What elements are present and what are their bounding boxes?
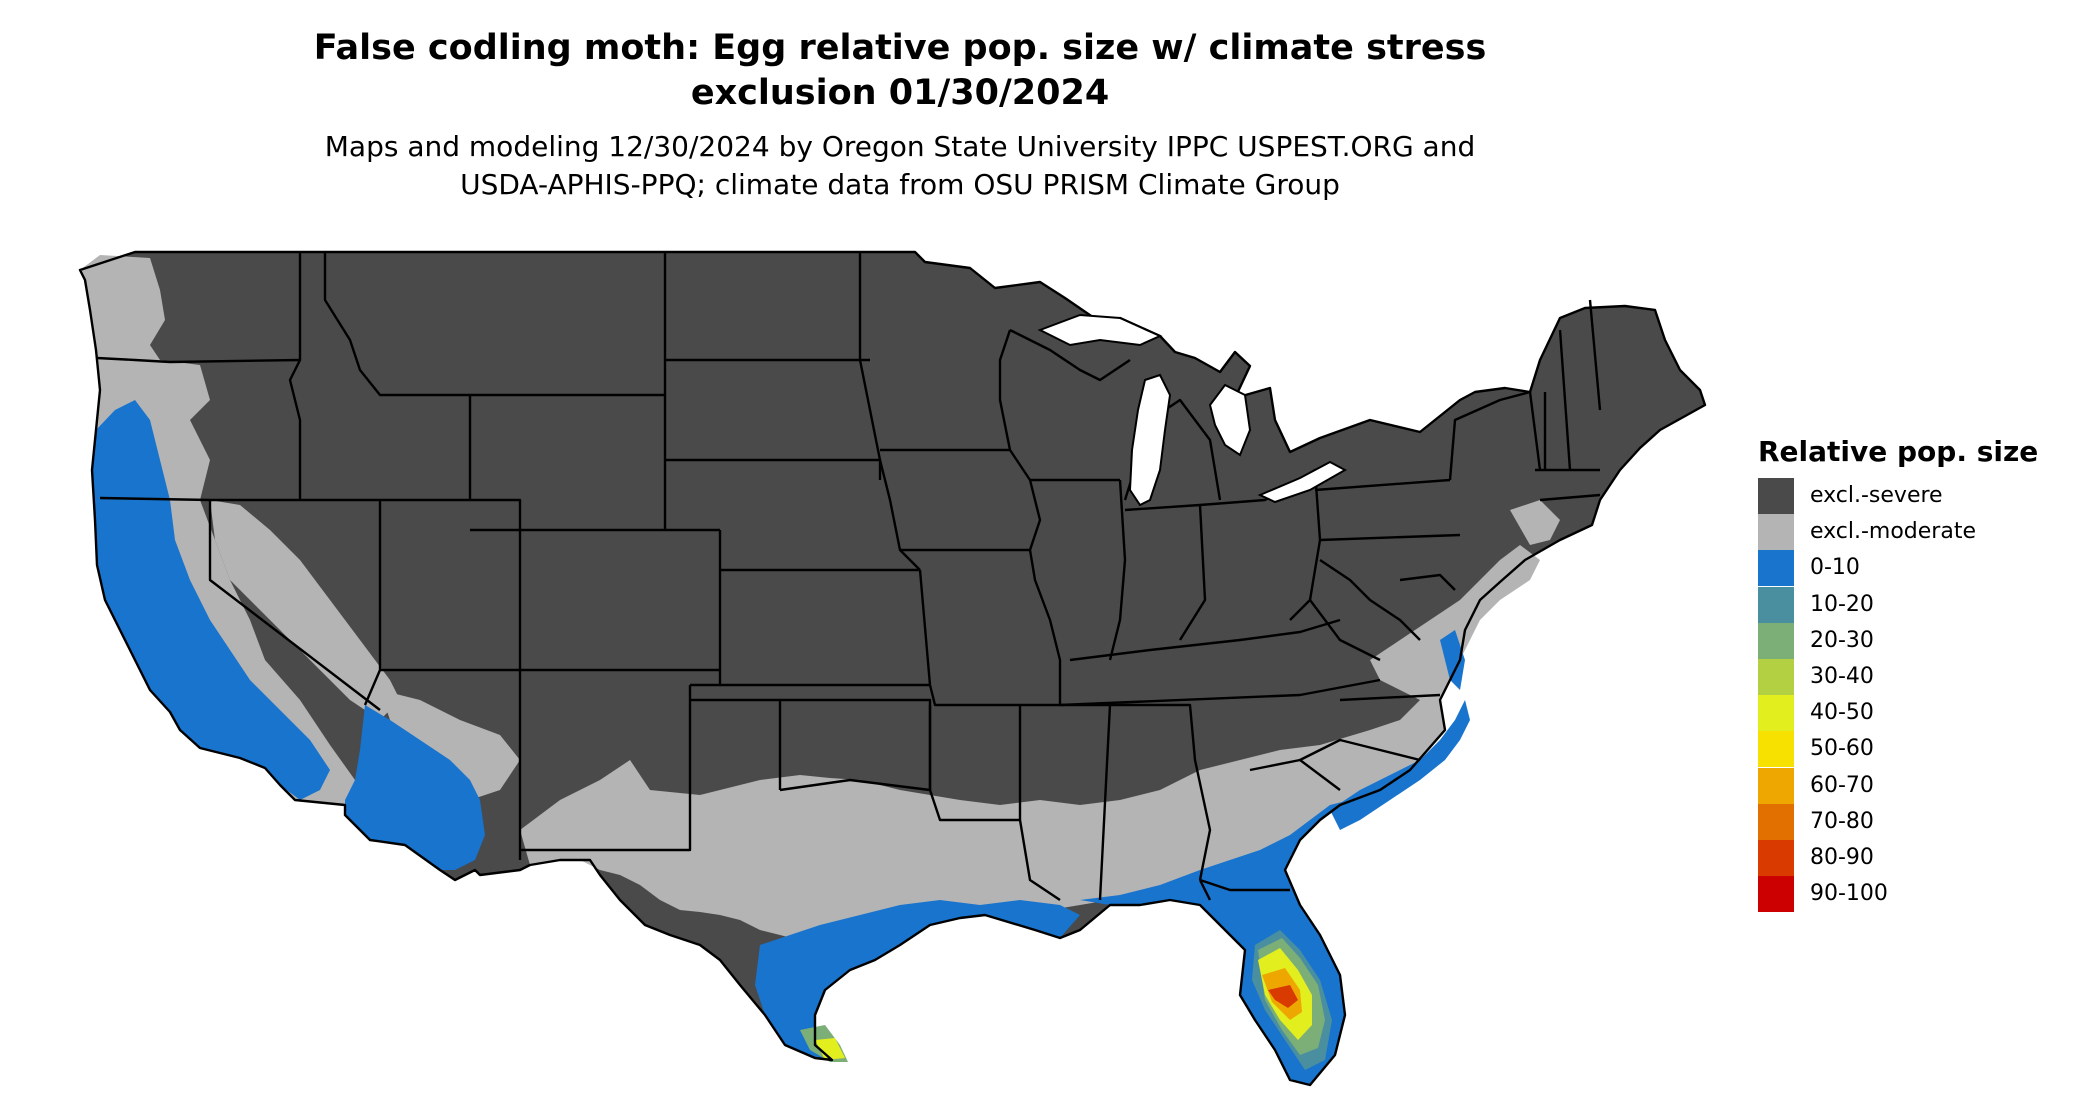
legend-swatch — [1758, 803, 1794, 840]
legend-swatch — [1758, 586, 1794, 623]
legend-label: 20-30 — [1810, 627, 1874, 653]
legend-label: 0-10 — [1810, 555, 1860, 581]
lake-erie-edge — [1257, 460, 1348, 504]
lake-huron-edge — [1208, 383, 1252, 457]
legend-item: 30-40 — [1758, 658, 2078, 695]
legend-title: Relative pop. size — [1758, 435, 2039, 468]
legend-label: excl.-severe — [1810, 483, 1943, 508]
legend-swatch — [1758, 478, 1794, 514]
legend-items: excl.-severe excl.-moderate 0-10 10-20 20-30… — [1758, 478, 2078, 913]
legend-label: 30-40 — [1810, 663, 1874, 689]
legend-item: excl.-moderate — [1758, 514, 2078, 551]
legend-item: 70-80 — [1758, 803, 2078, 840]
lake-superior-edge — [1037, 313, 1163, 347]
title-line-1: False codling moth: Egg relative pop. si… — [313, 28, 1487, 68]
zone-low-atlantic — [1330, 700, 1470, 830]
legend-swatch — [1758, 839, 1794, 876]
legend-item: 80-90 — [1758, 839, 2078, 876]
legend-swatch — [1758, 658, 1794, 695]
legend-label: 40-50 — [1810, 700, 1874, 726]
zone-florida-80-90 — [1268, 985, 1298, 1008]
zone-moderate-great-basin — [210, 500, 400, 720]
zone-moderate-southwest — [380, 690, 520, 800]
legend-label: 60-70 — [1810, 772, 1874, 798]
legend-item: 90-100 — [1758, 876, 2078, 913]
map-title: False codling moth: Egg relative pop. si… — [0, 26, 1800, 116]
lake-michigan — [1128, 373, 1172, 507]
legend-item: 50-60 — [1758, 731, 2078, 768]
legend-label: 90-100 — [1810, 881, 1888, 907]
legend-label: 10-20 — [1810, 591, 1874, 617]
map-subtitle: Maps and modeling 12/30/2024 by Oregon S… — [0, 128, 1800, 204]
legend-label: 80-90 — [1810, 844, 1874, 870]
title-line-2: exclusion 01/30/2024 — [690, 73, 1110, 113]
legend-item: 10-20 — [1758, 586, 2078, 623]
zone-low-arizona — [345, 705, 485, 870]
state-borders — [78, 250, 1707, 1087]
zone-texas-tip-40-50 — [815, 1038, 845, 1060]
zone-moderate-new-mexico — [520, 700, 1445, 955]
legend-swatch — [1758, 622, 1794, 659]
us-landmass-severe — [80, 252, 1705, 1085]
legend-swatch — [1758, 695, 1794, 732]
legend-swatch — [1758, 767, 1794, 804]
legend-item: 0-10 — [1758, 550, 2078, 587]
legend-label: 70-80 — [1810, 808, 1874, 834]
subtitle-line-2: USDA-APHIS-PPQ; climate data from OSU PR… — [460, 168, 1340, 201]
zone-low-chesapeake — [1440, 630, 1465, 690]
us-map — [78, 250, 1707, 1087]
legend-item: excl.-severe — [1758, 478, 2078, 514]
legend-swatch — [1758, 731, 1794, 768]
zone-low-texas-gulf — [755, 900, 1080, 1060]
legend-swatch — [1758, 876, 1794, 913]
legend-swatch — [1758, 514, 1794, 551]
legend-swatch — [1758, 550, 1794, 587]
legend-item: 60-70 — [1758, 767, 2078, 804]
legend-item: 40-50 — [1758, 695, 2078, 732]
subtitle-line-1: Maps and modeling 12/30/2024 by Oregon S… — [324, 130, 1476, 163]
legend-label: 50-60 — [1810, 736, 1874, 762]
legend-item: 20-30 — [1758, 622, 2078, 659]
zone-moderate-northeast-coast — [1510, 500, 1560, 545]
legend-label: excl.-moderate — [1810, 519, 1976, 545]
legend: Relative pop. size excl.-severe excl.-mod… — [1758, 435, 2078, 913]
